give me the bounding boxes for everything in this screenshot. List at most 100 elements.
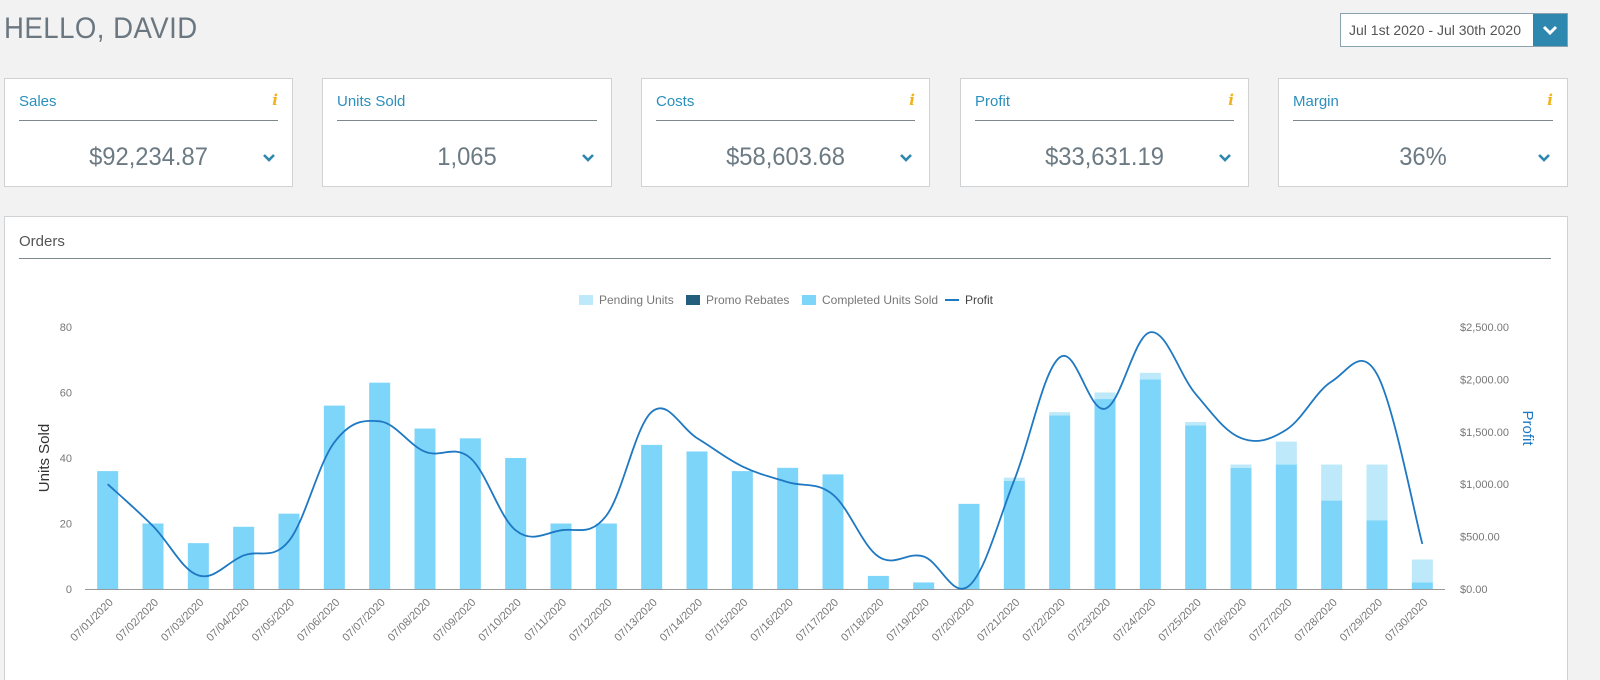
info-icon[interactable]: i — [272, 91, 278, 109]
x-tick-label: 07/24/2020 — [1111, 597, 1158, 644]
bar-completed-units-sold — [731, 471, 753, 589]
date-range-label: Jul 1st 2020 - Jul 30th 2020 — [1349, 22, 1522, 38]
kpi-title: Profit — [975, 93, 1011, 110]
kpi-card-margin: Margin i 36% — [1278, 78, 1568, 187]
x-tick-label: 07/16/2020 — [748, 597, 795, 644]
bar-pending-units — [1139, 372, 1161, 380]
y2-tick-label: $500.00 — [1460, 532, 1500, 544]
x-tick-label: 07/19/2020 — [884, 597, 931, 644]
chevron-down-icon[interactable] — [262, 153, 276, 163]
legend-label: Profit — [965, 293, 994, 307]
x-tick-label: 07/09/2020 — [431, 597, 478, 644]
orders-title: Orders — [19, 233, 1551, 259]
x-tick-label: 07/18/2020 — [839, 597, 886, 644]
x-tick-label: 07/20/2020 — [930, 597, 977, 644]
x-tick-label: 07/02/2020 — [114, 597, 161, 644]
x-tick-label: 07/13/2020 — [612, 597, 659, 644]
info-icon[interactable]: i — [1547, 91, 1553, 109]
chevron-down-icon[interactable] — [899, 153, 913, 163]
y-tick-label: 60 — [60, 388, 72, 400]
bar-completed-units-sold — [233, 526, 255, 589]
x-tick-label: 07/07/2020 — [340, 597, 387, 644]
y-axis-title: Units Sold — [36, 424, 53, 492]
bar-completed-units-sold — [1049, 415, 1071, 589]
date-range-toggle-button[interactable] — [1533, 14, 1567, 46]
bar-completed-units-sold — [459, 438, 481, 589]
bar-completed-units-sold — [1366, 520, 1388, 589]
bar-completed-units-sold — [1094, 399, 1116, 589]
legend-swatch — [802, 295, 816, 305]
date-range-picker[interactable]: Jul 1st 2020 - Jul 30th 2020 — [1340, 13, 1568, 47]
x-tick-label: 07/29/2020 — [1338, 597, 1385, 644]
y2-axis-title: Profit — [1519, 410, 1536, 446]
bar-completed-units-sold — [867, 575, 889, 589]
chevron-down-icon — [1542, 25, 1558, 36]
bar-completed-units-sold — [958, 503, 980, 589]
legend-swatch — [579, 295, 593, 305]
x-tick-label: 07/15/2020 — [703, 597, 750, 644]
kpi-value: $33,631.19 — [1045, 143, 1164, 171]
bar-pending-units — [1230, 464, 1252, 468]
kpi-card-units-sold: Units Sold 1,065 — [322, 78, 612, 187]
greeting-title: HELLO, DAVID — [4, 12, 198, 45]
bar-completed-units-sold — [142, 523, 164, 589]
bar-pending-units — [1321, 464, 1343, 501]
x-tick-label: 07/06/2020 — [295, 597, 342, 644]
y2-tick-label: $1,500.00 — [1460, 427, 1509, 439]
x-tick-label: 07/26/2020 — [1202, 597, 1249, 644]
bar-completed-units-sold — [822, 474, 844, 589]
bar-completed-units-sold — [1185, 425, 1207, 589]
x-tick-label: 07/01/2020 — [68, 597, 115, 644]
kpi-card-costs: Costs i $58,603.68 — [641, 78, 930, 187]
bar-pending-units — [1366, 464, 1388, 521]
x-tick-label: 07/30/2020 — [1383, 597, 1430, 644]
bar-completed-units-sold — [641, 444, 663, 589]
kpi-title: Margin — [1293, 93, 1339, 110]
y2-tick-label: $2,500.00 — [1460, 322, 1509, 334]
kpi-value: $58,603.68 — [726, 143, 845, 171]
bar-completed-units-sold — [1411, 582, 1433, 589]
bar-completed-units-sold — [278, 513, 300, 589]
info-icon[interactable]: i — [909, 91, 915, 109]
y2-tick-label: $2,000.00 — [1460, 374, 1509, 386]
orders-panel: Orders 0 20 40 60 80 $0.00 $500.00 $1,000.00 $1,… — [4, 216, 1568, 680]
info-icon[interactable]: i — [1228, 91, 1234, 109]
x-tick-label: 07/28/2020 — [1292, 597, 1339, 644]
bar-pending-units — [1094, 392, 1116, 400]
x-tick-label: 07/17/2020 — [794, 597, 841, 644]
x-tick-label: 07/05/2020 — [250, 597, 297, 644]
bar-completed-units-sold — [414, 428, 436, 589]
x-tick-label: 07/03/2020 — [159, 597, 206, 644]
orders-chart: 0 20 40 60 80 $0.00 $500.00 $1,000.00 $1,500.00 $… — [36, 293, 1536, 644]
y-tick-label: 80 — [60, 322, 72, 334]
bar-completed-units-sold — [1003, 480, 1025, 589]
x-tick-label: 07/08/2020 — [386, 597, 433, 644]
kpi-title: Sales — [19, 93, 57, 110]
bar-completed-units-sold — [777, 467, 799, 589]
chevron-down-icon[interactable] — [581, 153, 595, 163]
x-tick-label: 07/22/2020 — [1020, 597, 1067, 644]
x-tick-label: 07/27/2020 — [1247, 597, 1294, 644]
bar-pending-units — [1411, 559, 1433, 583]
bar-completed-units-sold — [913, 582, 935, 589]
chevron-down-icon[interactable] — [1537, 153, 1551, 163]
legend-swatch — [686, 295, 700, 305]
kpi-title: Units Sold — [337, 93, 406, 110]
x-tick-label: 07/04/2020 — [204, 597, 251, 644]
y-tick-label: 0 — [66, 584, 72, 596]
x-tick-label: 07/12/2020 — [567, 597, 614, 644]
bar-completed-units-sold — [686, 451, 708, 589]
series-profit-line — [107, 331, 1424, 590]
kpi-title: Costs — [656, 93, 695, 110]
x-tick-label: 07/25/2020 — [1156, 597, 1203, 644]
legend-label: Pending Units — [599, 293, 674, 307]
bar-completed-units-sold — [187, 543, 209, 589]
legend-label: Promo Rebates — [706, 293, 789, 307]
bar-completed-units-sold — [505, 458, 527, 589]
chevron-down-icon[interactable] — [1218, 153, 1232, 163]
bar-pending-units — [1275, 441, 1297, 465]
bar-completed-units-sold — [1230, 467, 1252, 589]
legend-label: Completed Units Sold — [822, 293, 938, 307]
kpi-card-profit: Profit i $33,631.19 — [960, 78, 1249, 187]
kpi-value: $92,234.87 — [89, 143, 208, 171]
